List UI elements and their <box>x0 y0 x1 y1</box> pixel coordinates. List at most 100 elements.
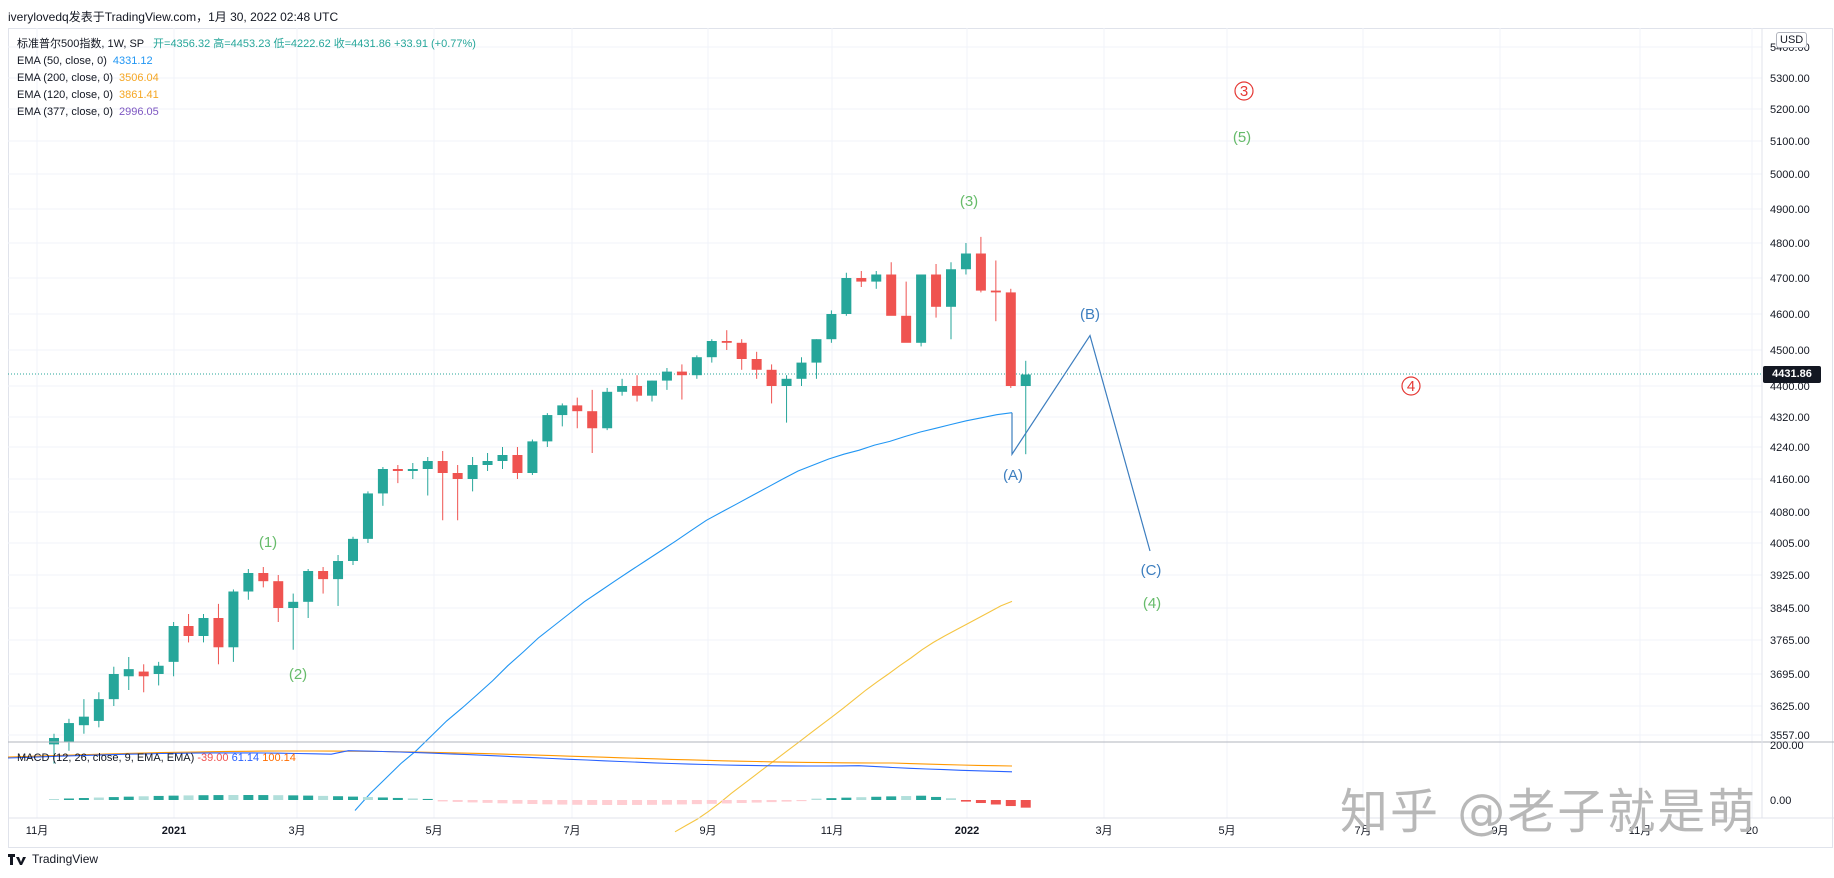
candle-body <box>931 274 942 307</box>
macd-hist-bar <box>960 800 971 802</box>
price-tick-label: 4700.00 <box>1770 273 1810 285</box>
macd-hist-bar <box>736 800 747 804</box>
time-axis-label: 20 <box>1746 825 1758 837</box>
macd-hist-bar <box>946 798 956 800</box>
candle-body <box>93 699 104 721</box>
wave-label[interactable]: (4) <box>1143 595 1161 612</box>
macd-hist-value: -39.00 <box>197 752 229 764</box>
macd-hist-bar <box>377 797 388 800</box>
ema120-label[interactable]: EMA (120, close, 0) <box>17 89 113 101</box>
candle-body <box>706 341 717 358</box>
macd-hist-bar <box>63 798 74 800</box>
candle-body <box>796 362 807 379</box>
macd-hist-bar <box>198 795 209 800</box>
candle-body <box>482 461 493 465</box>
macd-hist-bar <box>766 800 777 803</box>
wave-label[interactable]: (C) <box>1141 562 1162 579</box>
macd-hist-bar <box>871 796 882 800</box>
price-tick-label: 4240.00 <box>1770 442 1810 454</box>
candle-body <box>1020 374 1031 386</box>
time-axis-label: 3月 <box>1095 825 1112 837</box>
candle-body <box>108 674 119 700</box>
candle-body <box>721 341 732 343</box>
macd-hist-bar <box>168 795 179 800</box>
macd-hist-bar <box>931 796 942 800</box>
candle-body <box>676 371 687 376</box>
macd-signal-value: 100.14 <box>262 752 296 764</box>
candle-body <box>542 415 553 442</box>
footer-brand[interactable]: TradingView <box>8 852 98 866</box>
wave-label[interactable]: 3 <box>1240 83 1248 100</box>
top-bar: iverylovedq发表于TradingView.com，1月 30, 202… <box>0 0 1834 28</box>
candle-body <box>960 253 971 270</box>
macd-hist-bar <box>811 798 822 800</box>
candle-body <box>153 665 164 674</box>
candle-body <box>632 386 643 396</box>
candle-body <box>138 671 149 677</box>
macd-hist-bar <box>796 800 807 802</box>
macd-hist-bar <box>826 798 837 800</box>
candle-body <box>183 626 194 636</box>
wave-label[interactable]: (B) <box>1080 306 1100 323</box>
macd-hist-bar <box>602 800 613 805</box>
candle-body <box>258 573 269 582</box>
wave-label[interactable]: (5) <box>1233 129 1251 146</box>
time-axis-labels: 11月 2021 3月 5月 7月 9月 11月 2022 3月 5月 7月 9月 11月 20 <box>26 825 1758 837</box>
candle-body <box>497 455 508 461</box>
macd-hist-bar <box>318 795 329 800</box>
macd-hist-bar <box>288 795 299 800</box>
wave-label[interactable]: (3) <box>960 193 978 210</box>
macd-hist-bar <box>916 795 927 800</box>
wave-label[interactable]: (A) <box>1003 467 1023 484</box>
macd-hist-bar <box>512 800 523 804</box>
macd-hist-bar <box>527 800 538 805</box>
candle-body <box>228 591 239 648</box>
wave-label[interactable]: (2) <box>289 666 307 683</box>
macd-hist-bar <box>422 798 433 800</box>
candle-body <box>691 357 702 376</box>
candle-body <box>766 369 777 386</box>
macd-hist-bar <box>482 800 493 803</box>
macd-hist-bar <box>901 796 912 800</box>
candle-body <box>916 274 927 343</box>
time-axis-label: 7月 <box>1354 825 1371 837</box>
time-axis-label: 11月 <box>26 825 48 837</box>
time-axis-label: 5月 <box>1218 825 1235 837</box>
macd-hist-bar <box>258 795 269 800</box>
ema200-label[interactable]: EMA (200, close, 0) <box>17 72 113 84</box>
currency-button[interactable]: USD <box>1776 32 1808 48</box>
candle-body <box>647 380 657 396</box>
time-axis-label: 3月 <box>288 825 305 837</box>
price-tick-label: 3925.00 <box>1770 570 1810 582</box>
time-axis-label: 2021 <box>162 825 186 837</box>
ema377-label[interactable]: EMA (377, close, 0) <box>17 106 113 118</box>
macd-hist-bar <box>1005 800 1016 807</box>
macd-line <box>7 750 1013 773</box>
macd-hist-bar <box>751 800 762 803</box>
macd-legend[interactable]: MACD (12, 26, close, 9, EMA, EMA) -39.00… <box>17 752 296 764</box>
chart-frame <box>8 28 1833 848</box>
macd-hist-bar <box>243 795 254 800</box>
price-tick-label: 4080.00 <box>1770 507 1810 519</box>
macd-hist-bar <box>676 800 687 805</box>
symbol-label: 标准普尔500指数, 1W, SP <box>17 38 144 50</box>
wave-label[interactable]: 4 <box>1407 378 1415 395</box>
macd-hist-bar <box>856 797 867 800</box>
macd-hist-bar <box>78 798 89 800</box>
candle-body <box>990 290 1001 293</box>
macd-hist-bar <box>348 796 358 800</box>
macd-hist-bar <box>990 800 1001 805</box>
price-tick-label: 3625.00 <box>1770 701 1810 713</box>
macd-hist-bar <box>467 800 478 803</box>
macd-hist-bar <box>886 796 897 800</box>
macd-hist-bar <box>721 800 732 804</box>
macd-hist-bar <box>706 800 717 804</box>
wave-label[interactable]: (1) <box>259 534 277 551</box>
ema50-label[interactable]: EMA (50, close, 0) <box>17 55 107 67</box>
macd-hist-bar <box>362 797 373 800</box>
macd-hist-bar <box>557 800 568 805</box>
price-tick-label: 4500.00 <box>1770 345 1810 357</box>
macd-hist-bar <box>841 797 852 800</box>
candle-body <box>392 469 403 471</box>
